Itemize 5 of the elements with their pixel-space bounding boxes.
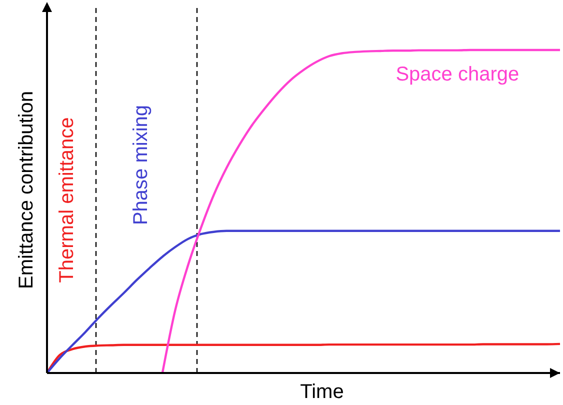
y-axis-title: Emittance contribution [15, 91, 38, 289]
text: Thermal emittance [56, 117, 78, 283]
text: Phase mixing [130, 104, 152, 226]
x-axis-title: Time [300, 381, 344, 403]
series-label: Space charge [396, 63, 520, 86]
